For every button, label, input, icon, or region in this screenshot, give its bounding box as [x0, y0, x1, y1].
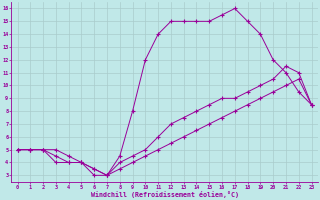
X-axis label: Windchill (Refroidissement éolien,°C): Windchill (Refroidissement éolien,°C) [91, 191, 238, 198]
